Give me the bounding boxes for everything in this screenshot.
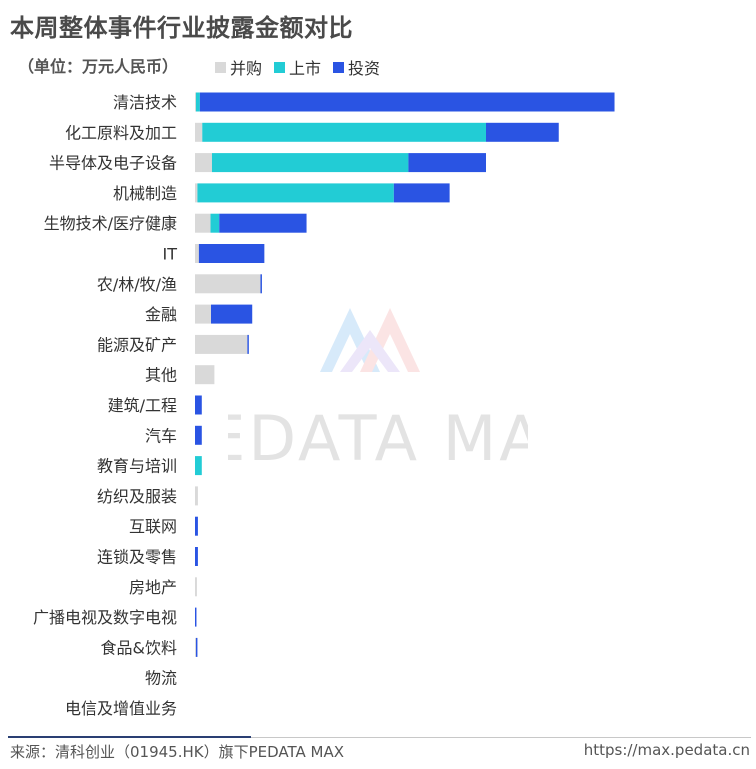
unit-label: （单位：万元人民币） <box>18 57 179 76</box>
category-label: 能源及矿产 <box>97 335 177 354</box>
bar-segment <box>195 365 215 385</box>
category-label: 化工原料及加工 <box>65 123 177 142</box>
bar-segment <box>211 153 409 173</box>
bar-segment <box>195 395 202 415</box>
bar-segment <box>195 456 202 476</box>
bar-segment <box>195 153 212 173</box>
bar-segment <box>408 153 486 173</box>
category-label: 半导体及电子设备 <box>49 154 177 173</box>
bar-segment <box>202 122 486 142</box>
bar-segment <box>195 516 198 536</box>
bar-segment <box>197 183 394 203</box>
bar-segment <box>195 486 198 506</box>
bar-segment <box>195 425 202 445</box>
category-label: 建筑/工程 <box>108 396 177 415</box>
chart-title: 本周整体事件行业披露金额对比 <box>10 14 353 42</box>
category-label: 机械制造 <box>113 184 177 203</box>
bar-segment <box>195 274 261 294</box>
category-label: 教育与培训 <box>97 457 177 476</box>
watermark: PEDATA MAX <box>228 308 528 470</box>
source-text: 来源：清科创业（01945.HK）旗下PEDATA MAX <box>10 743 345 761</box>
category-label: 互联网 <box>129 517 177 536</box>
legend-swatch-merger <box>215 61 226 73</box>
bar-segment <box>195 334 248 354</box>
source-url: https://max.pedata.cn <box>583 741 750 759</box>
category-label: 食品&饮料 <box>101 638 177 657</box>
bar-segment <box>195 213 211 233</box>
category-label: 连锁及零售 <box>97 548 177 567</box>
category-label: 金融 <box>145 305 177 324</box>
bar-segment <box>195 92 196 112</box>
legend-label-ipo: 上市 <box>289 59 322 78</box>
bar-segment <box>260 274 262 294</box>
watermark-text: PEDATA MAX <box>228 402 528 470</box>
bar-segment <box>195 577 197 597</box>
category-label: 其他 <box>145 366 177 385</box>
category-label: 广播电视及数字电视 <box>33 608 177 627</box>
category-label: 清洁技术 <box>113 93 177 112</box>
bar-segment <box>195 607 197 627</box>
category-label: 电信及增值业务 <box>65 699 177 718</box>
bar-segment <box>198 244 265 263</box>
bar-segment <box>195 244 199 263</box>
watermark-logo-icon <box>320 308 420 372</box>
legend-item-investment: 投资 <box>333 55 380 79</box>
bar-segment <box>199 92 615 112</box>
legend-swatch-ipo <box>274 61 286 73</box>
legend-swatch-investment <box>333 61 345 73</box>
bar-segment <box>195 547 198 566</box>
bar-segment <box>195 122 203 142</box>
bar-segment <box>195 637 196 657</box>
legend-item-ipo: 上市 <box>274 55 321 79</box>
footer-divider <box>8 737 751 738</box>
category-label: 纺织及服装 <box>97 487 177 506</box>
category-label: 农/林/牧/渔 <box>97 275 177 294</box>
legend-label-investment: 投资 <box>348 59 381 78</box>
category-label: 房地产 <box>129 578 177 597</box>
bar-segment <box>486 122 559 142</box>
bar-segment <box>195 637 198 657</box>
legend-label-merger: 并购 <box>230 59 263 78</box>
bar-segment <box>195 183 198 203</box>
bar-segment <box>195 304 212 324</box>
legend: 并购 上市 投资 <box>215 55 392 79</box>
bar-segment <box>195 92 200 112</box>
category-label: 物流 <box>145 669 177 688</box>
footer-accent-line <box>8 736 251 738</box>
legend-item-merger: 并购 <box>215 55 262 79</box>
bar-segment <box>210 213 220 233</box>
category-label: 生物技术/医疗健康 <box>44 214 177 233</box>
category-label: IT <box>163 245 178 264</box>
bar-segment <box>219 213 307 233</box>
category-label: 汽车 <box>145 426 177 445</box>
bar-segment <box>247 334 249 354</box>
bar-segment <box>211 304 253 324</box>
bar-segment <box>393 183 450 203</box>
